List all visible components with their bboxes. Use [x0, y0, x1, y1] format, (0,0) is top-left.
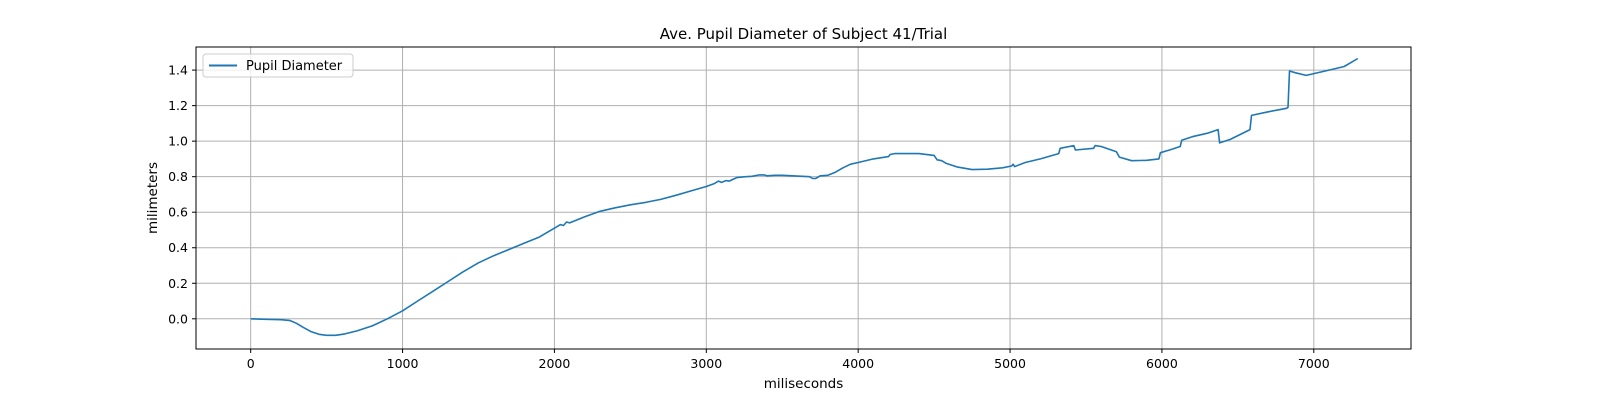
y-axis-label: milimeters [145, 162, 161, 234]
x-ticks: 0 1000 2000 3000 4000 5000 6000 7000 [247, 349, 1330, 371]
y-tick-label: 1.4 [168, 63, 188, 78]
legend-box [202, 53, 354, 78]
x-tick-label: 0 [247, 356, 255, 371]
x-tick-label: 1000 [387, 356, 419, 371]
x-axis-label: miliseconds [764, 376, 844, 392]
y-ticks: 0.0 0.2 0.4 0.6 0.8 1.0 1.2 1.4 [168, 63, 196, 326]
y-tick-label: 0.8 [168, 169, 188, 184]
legend-label: Pupil Diameter [246, 59, 343, 74]
y-tick-label: 0.4 [168, 240, 188, 255]
x-tick-label: 3000 [690, 356, 722, 371]
legend: Pupil Diameter [202, 53, 354, 78]
x-tick-label: 2000 [539, 356, 571, 371]
y-tick-label: 0.6 [168, 205, 188, 220]
plot-frame [195, 46, 1412, 350]
x-tick-label: 5000 [994, 356, 1026, 371]
x-tick-label: 4000 [842, 356, 874, 371]
x-tick-label: 6000 [1146, 356, 1178, 371]
chart-title: Ave. Pupil Diameter of Subject 41/Trial [660, 25, 948, 43]
y-tick-label: 1.0 [168, 134, 188, 149]
y-tick-label: 0.2 [168, 276, 188, 291]
grid [196, 47, 1411, 349]
series-layer [250, 57, 1359, 337]
y-tick-label: 0.0 [168, 311, 188, 326]
x-tick-label: 7000 [1298, 356, 1330, 371]
y-tick-label: 1.2 [168, 98, 188, 113]
series-line-pupil-diameter [250, 57, 1359, 337]
